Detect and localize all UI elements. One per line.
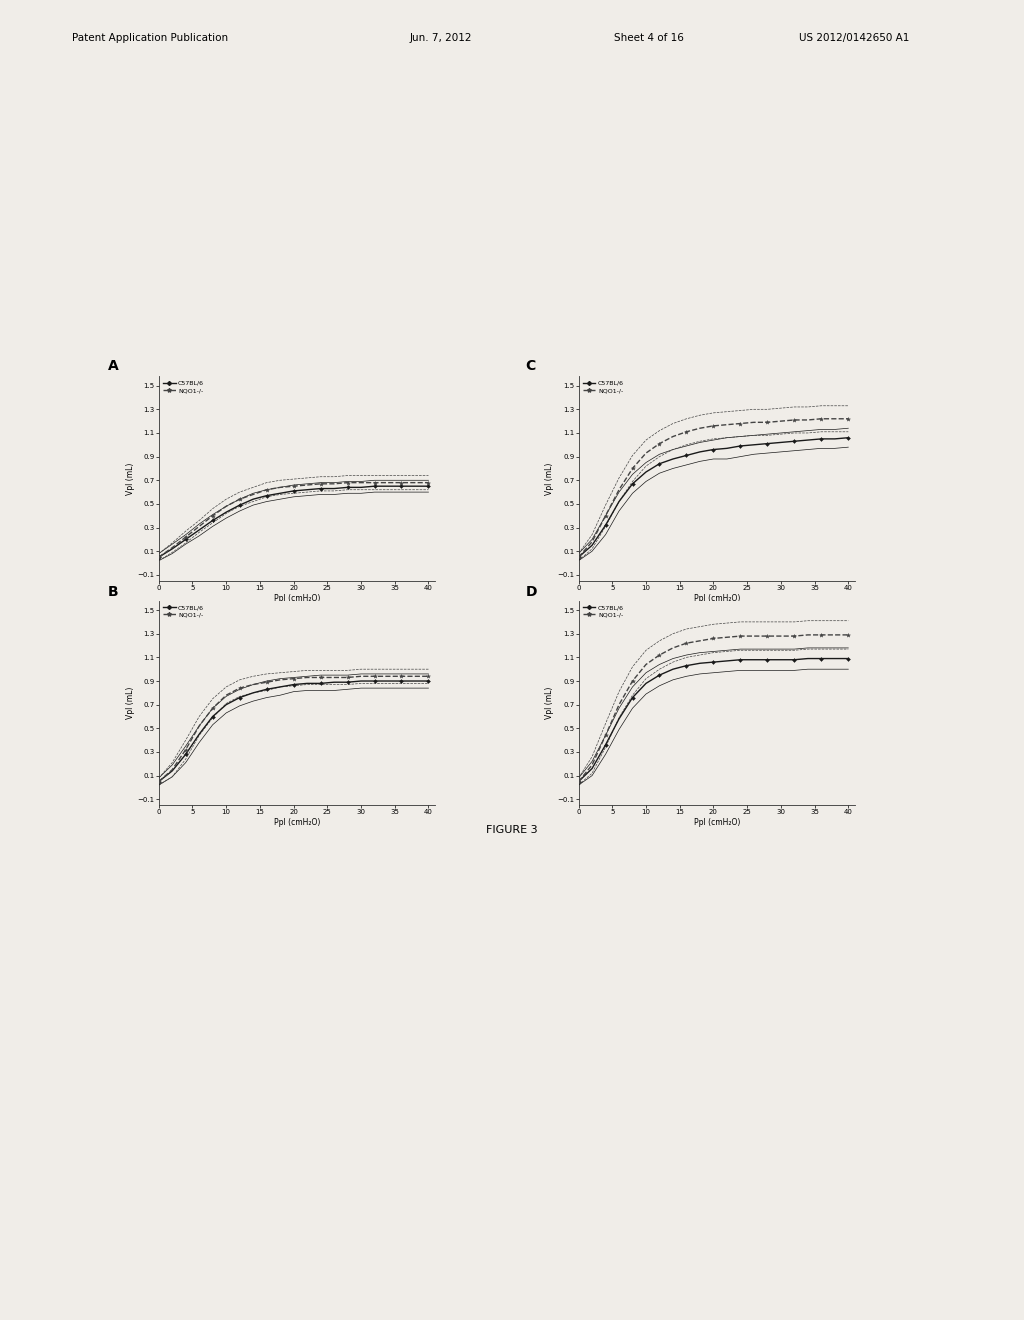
Y-axis label: Vpl (mL): Vpl (mL): [126, 462, 134, 495]
X-axis label: Ppl (cmH₂O): Ppl (cmH₂O): [273, 818, 321, 828]
X-axis label: Ppl (cmH₂O): Ppl (cmH₂O): [693, 594, 740, 603]
Text: B: B: [108, 585, 118, 599]
Legend: C57BL/6, NQO1-/-: C57BL/6, NQO1-/-: [582, 379, 626, 395]
Text: FIGURE 3: FIGURE 3: [486, 825, 538, 836]
Text: Sheet 4 of 16: Sheet 4 of 16: [614, 33, 684, 44]
Text: C: C: [525, 359, 536, 374]
Text: Patent Application Publication: Patent Application Publication: [72, 33, 227, 44]
X-axis label: Ppl (cmH₂O): Ppl (cmH₂O): [693, 818, 740, 828]
Y-axis label: Vpl (mL): Vpl (mL): [126, 686, 134, 719]
X-axis label: Ppl (cmH₂O): Ppl (cmH₂O): [273, 594, 321, 603]
Y-axis label: Vpl (mL): Vpl (mL): [546, 462, 554, 495]
Legend: C57BL/6, NQO1-/-: C57BL/6, NQO1-/-: [582, 603, 626, 619]
Text: A: A: [108, 359, 118, 374]
Y-axis label: Vpl (mL): Vpl (mL): [546, 686, 554, 719]
Text: US 2012/0142650 A1: US 2012/0142650 A1: [799, 33, 909, 44]
Text: D: D: [525, 585, 537, 599]
Legend: C57BL/6, NQO1-/-: C57BL/6, NQO1-/-: [162, 379, 206, 395]
Legend: C57BL/6, NQO1-/-: C57BL/6, NQO1-/-: [162, 603, 206, 619]
Text: Jun. 7, 2012: Jun. 7, 2012: [410, 33, 472, 44]
